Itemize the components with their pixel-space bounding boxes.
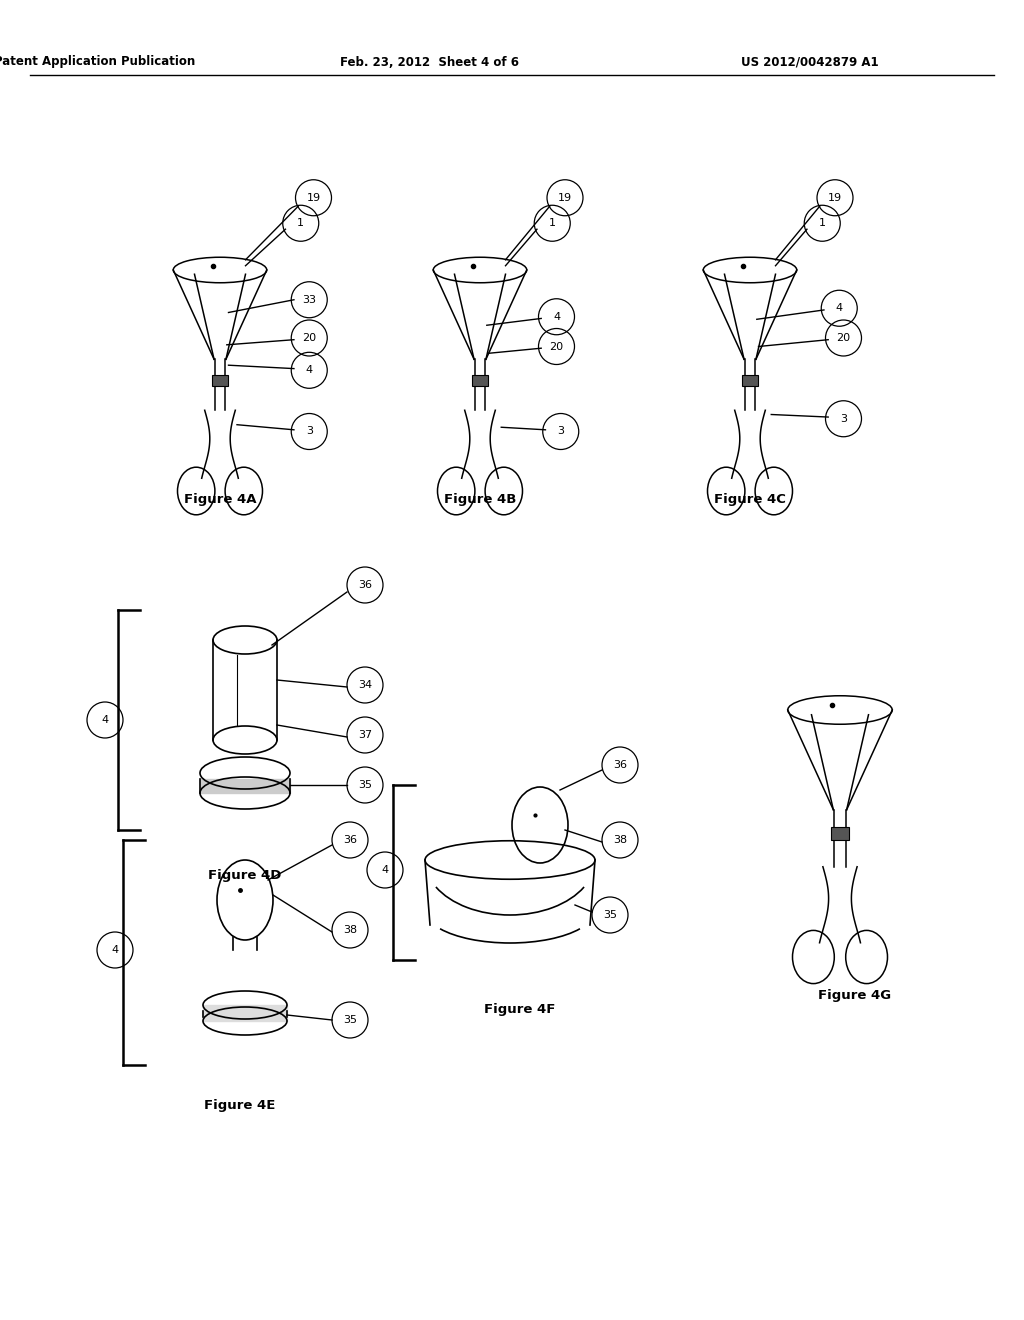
- Text: Figure 4C: Figure 4C: [714, 492, 786, 506]
- Text: 19: 19: [828, 193, 842, 203]
- Bar: [742, 375, 758, 387]
- Text: 4: 4: [381, 865, 388, 875]
- Bar: [212, 375, 227, 387]
- Text: 38: 38: [343, 925, 357, 935]
- Text: 3: 3: [557, 426, 564, 437]
- Text: 4: 4: [306, 366, 312, 375]
- Text: Figure 4E: Figure 4E: [205, 1098, 275, 1111]
- Text: 19: 19: [558, 193, 572, 203]
- Text: 3: 3: [306, 426, 312, 437]
- Text: 36: 36: [358, 579, 372, 590]
- Text: Figure 4F: Figure 4F: [484, 1003, 556, 1016]
- Text: Figure 4B: Figure 4B: [443, 492, 516, 506]
- Text: 37: 37: [358, 730, 372, 741]
- Text: 35: 35: [343, 1015, 357, 1026]
- Text: Figure 4G: Figure 4G: [818, 989, 892, 1002]
- Text: Figure 4A: Figure 4A: [183, 492, 256, 506]
- Text: 35: 35: [603, 909, 617, 920]
- Text: 20: 20: [302, 333, 316, 343]
- Text: 3: 3: [840, 413, 847, 424]
- Text: 35: 35: [358, 780, 372, 789]
- Text: 19: 19: [306, 193, 321, 203]
- Text: US 2012/0042879 A1: US 2012/0042879 A1: [741, 55, 879, 69]
- Text: 4: 4: [836, 304, 843, 313]
- Text: 38: 38: [613, 836, 627, 845]
- Text: 1: 1: [819, 218, 825, 228]
- Bar: [472, 375, 487, 387]
- Text: 4: 4: [101, 715, 109, 725]
- Text: 1: 1: [297, 218, 304, 228]
- Text: Figure 4D: Figure 4D: [208, 869, 282, 882]
- Text: 20: 20: [550, 342, 563, 351]
- Text: 33: 33: [302, 294, 316, 305]
- Text: 20: 20: [837, 333, 851, 343]
- Text: 1: 1: [549, 218, 556, 228]
- Text: 36: 36: [343, 836, 357, 845]
- Text: 4: 4: [553, 312, 560, 322]
- Bar: [831, 826, 849, 840]
- Text: Patent Application Publication: Patent Application Publication: [0, 55, 196, 69]
- Text: 36: 36: [613, 760, 627, 770]
- Text: Feb. 23, 2012  Sheet 4 of 6: Feb. 23, 2012 Sheet 4 of 6: [341, 55, 519, 69]
- Text: 34: 34: [358, 680, 372, 690]
- Text: 4: 4: [112, 945, 119, 954]
